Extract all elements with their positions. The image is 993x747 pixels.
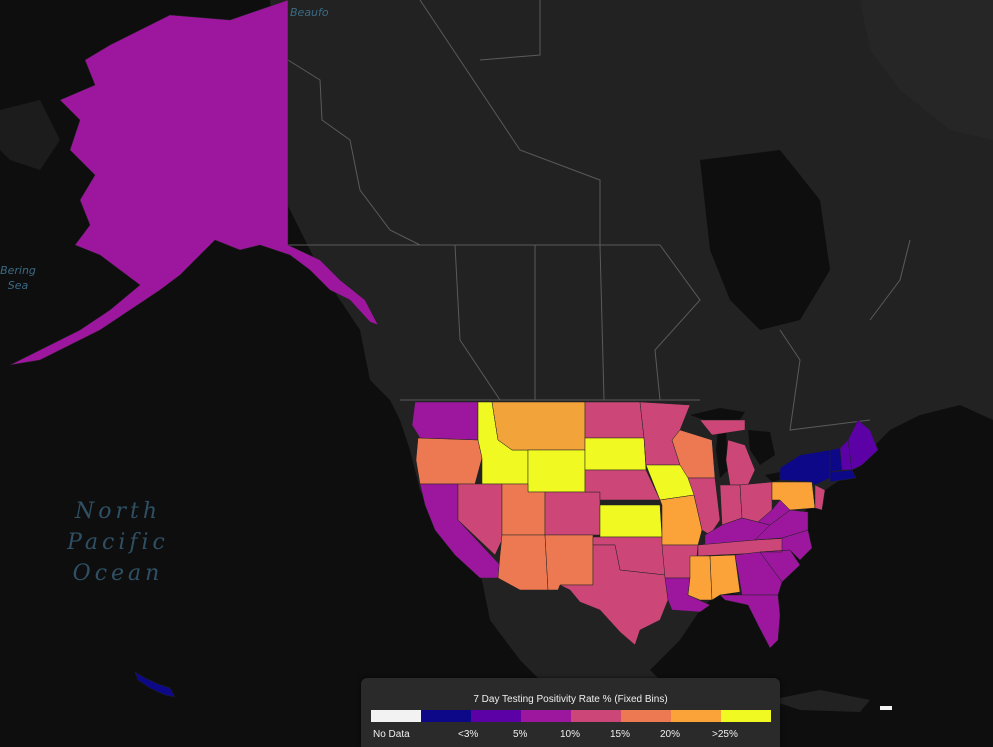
state-georgia[interactable] [734, 551, 783, 596]
legend-label-15: 15% [610, 729, 631, 740]
state-washington[interactable] [411, 401, 479, 441]
border-nwt-nunavut [419, 0, 601, 245]
label-north-pacific-line2: Pacific [66, 530, 169, 555]
state-nebraska[interactable] [584, 469, 661, 501]
legend-swatch-20 [621, 710, 671, 722]
state-texas[interactable] [559, 544, 669, 646]
state-arizona[interactable] [497, 534, 549, 591]
border-quebec-labrador [869, 239, 911, 321]
legend-labels: No Data <3% 5% 10% 15% 20% >25% [371, 729, 771, 743]
legend-label-10: 10% [560, 729, 581, 740]
land-hudson-bay [700, 150, 830, 330]
map-labels: North Pacific Ocean Bering Sea Beaufo [0, 6, 329, 586]
land-great-lakes-huron [748, 430, 775, 465]
state-hawaii[interactable] [134, 671, 176, 698]
land-caribbean [770, 690, 870, 712]
legend-label-lt3: <3% [458, 729, 479, 740]
label-north-pacific-line3: Ocean [73, 561, 164, 586]
border-bc-alberta [454, 244, 501, 401]
state-south-dakota[interactable] [584, 437, 647, 471]
legend-label-20: 20% [660, 729, 681, 740]
legend-swatch-15 [571, 710, 621, 722]
state-oregon[interactable] [415, 437, 483, 485]
legend-label-gt25: >25% [712, 729, 738, 740]
province-borders [287, 0, 911, 431]
state-alaska[interactable] [9, 0, 379, 366]
legend-label-no-data: No Data [373, 729, 410, 740]
land-puerto-rico [880, 706, 892, 710]
border-manitoba-ontario [654, 244, 701, 401]
legend-label-5: 5% [513, 729, 528, 740]
legend-swatch-lt3 [421, 710, 471, 722]
us-states[interactable] [9, 0, 879, 698]
border-nunavut-top [479, 0, 541, 61]
legend-swatch-no-data [371, 710, 421, 722]
state-alabama[interactable] [709, 554, 741, 601]
land-aleutian-context [0, 100, 60, 170]
legend-color-bar [371, 710, 771, 722]
label-beaufort: Beaufo [290, 6, 329, 19]
state-nevada[interactable] [457, 483, 503, 556]
border-ontario-quebec [779, 329, 871, 431]
state-new-york[interactable] [779, 449, 831, 486]
state-new-mexico[interactable] [544, 534, 594, 591]
state-new-jersey[interactable] [814, 484, 826, 511]
state-kansas[interactable] [599, 504, 663, 538]
legend-swatch-5 [471, 710, 521, 722]
state-wyoming[interactable] [527, 449, 586, 493]
state-mississippi[interactable] [687, 555, 713, 601]
land-greenland-edge [860, 0, 993, 140]
border-sask-manitoba [599, 244, 605, 401]
label-north-pacific-line1: North [74, 499, 161, 524]
land-great-lakes-superior [690, 408, 745, 422]
land-great-lakes-michigan [716, 428, 728, 478]
legend-swatch-top [721, 710, 771, 722]
state-north-dakota[interactable] [584, 401, 645, 439]
label-bering-line2: Sea [8, 279, 29, 292]
border-yukon-nwt [287, 59, 421, 246]
map-legend: 7 Day Testing Positivity Rate % (Fixed B… [361, 678, 780, 747]
label-bering-line1: Bering [0, 264, 36, 277]
state-florida[interactable] [719, 594, 781, 649]
state-montana[interactable] [491, 401, 586, 451]
legend-title: 7 Day Testing Positivity Rate % (Fixed B… [473, 694, 668, 705]
state-massachusetts[interactable] [829, 469, 857, 483]
legend-swatch-gt25 [671, 710, 721, 722]
state-colorado[interactable] [544, 491, 601, 536]
state-north-carolina[interactable] [759, 529, 813, 561]
legend-swatch-10 [521, 710, 571, 722]
